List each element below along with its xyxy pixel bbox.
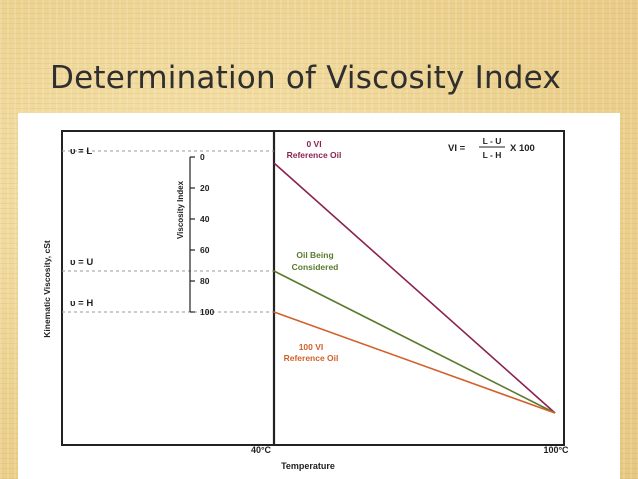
viscosity-index-diagram: υ = L υ = U υ = H Kinematic Viscosity, c…: [42, 130, 569, 471]
level-l-label: υ = L: [70, 146, 92, 157]
zero-vi-label: 0 VI: [306, 139, 321, 149]
x-tick-40c: 40°C: [251, 445, 272, 455]
diagram-panel: υ = L υ = U υ = H Kinematic Viscosity, c…: [18, 113, 620, 479]
oil-sublabel: Considered: [292, 262, 339, 272]
x-axis-label: Temperature: [281, 461, 335, 471]
zero-vi-reference-line: [273, 162, 556, 414]
hundred-vi-sublabel: Reference Oil: [284, 353, 339, 363]
formula-denominator: L - H: [483, 150, 502, 160]
hundred-vi-label: 100 VI: [299, 342, 324, 352]
level-u-label: υ = U: [70, 257, 93, 268]
vi-scale-60: 60: [200, 245, 210, 255]
slide-title: Determination of Viscosity Index: [50, 60, 561, 96]
oil-considered-line: [273, 270, 556, 414]
oil-label: Oil Being: [296, 250, 333, 260]
vi-scale-label: Viscosity Index: [176, 180, 185, 239]
formula-rhs: X 100: [510, 143, 535, 154]
x-tick-100c: 100°C: [543, 445, 569, 455]
vi-formula: VI = L - U L - H X 100: [448, 136, 535, 160]
plot-frame: [61, 130, 565, 446]
vi-scale-20: 20: [200, 183, 210, 193]
vi-scale-80: 80: [200, 276, 210, 286]
vi-scale-0: 0: [200, 152, 205, 162]
hundred-vi-reference-line: [273, 311, 556, 414]
level-h-label: υ = H: [70, 298, 93, 309]
vi-scale-100: 100: [200, 307, 214, 317]
y-axis-label: Kinematic Viscosity, cSt: [42, 240, 52, 338]
zero-vi-sublabel: Reference Oil: [287, 150, 342, 160]
formula-lhs: VI =: [448, 143, 466, 154]
vi-scale-40: 40: [200, 214, 210, 224]
formula-numerator: L - U: [483, 136, 502, 146]
